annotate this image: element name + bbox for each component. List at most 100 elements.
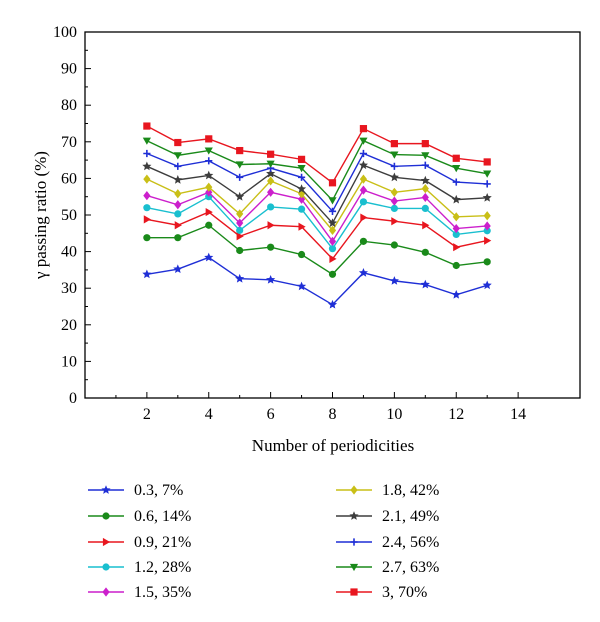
data-point bbox=[451, 194, 461, 204]
data-point bbox=[142, 137, 151, 145]
series-3 bbox=[143, 207, 492, 264]
legend-label: 1.2, 28% bbox=[134, 559, 191, 576]
data-point bbox=[421, 192, 429, 203]
series-1 bbox=[142, 252, 492, 309]
data-point bbox=[328, 207, 337, 215]
data-point bbox=[174, 138, 182, 147]
legend-item: 1.8, 42% bbox=[336, 482, 439, 499]
x-axis: 2 4 6 8 10 12 14 bbox=[115, 392, 526, 423]
data-point bbox=[297, 165, 306, 173]
data-point bbox=[390, 204, 398, 213]
y-tick-label: 80 bbox=[61, 97, 77, 114]
data-point bbox=[483, 180, 491, 188]
y-tick-label: 10 bbox=[61, 353, 77, 370]
series-line bbox=[146, 139, 488, 202]
data-point bbox=[267, 176, 275, 186]
x-tick-label: 10 bbox=[386, 406, 402, 423]
data-point bbox=[359, 198, 368, 206]
data-point bbox=[453, 243, 461, 252]
data-point bbox=[236, 218, 244, 228]
series-line bbox=[146, 152, 488, 213]
data-point bbox=[328, 245, 337, 253]
y-tick-label: 0 bbox=[69, 390, 77, 407]
data-point bbox=[143, 191, 151, 201]
data-point bbox=[452, 165, 461, 173]
legend: 0.3, 7% 0.6, 14% 0.9, 21% 1.2, 28% 1.5, 35% 1… bbox=[88, 482, 439, 601]
data-point bbox=[390, 187, 398, 197]
data-point bbox=[143, 204, 151, 212]
data-point bbox=[328, 179, 337, 187]
y-axis-title: γ passing ratio (%) bbox=[31, 151, 50, 280]
data-point bbox=[421, 204, 429, 213]
legend-item: 0.3, 7% bbox=[88, 482, 183, 499]
data-point bbox=[266, 168, 276, 178]
data-point bbox=[173, 264, 183, 274]
legend-label: 1.5, 35% bbox=[134, 584, 191, 601]
data-point bbox=[236, 246, 244, 255]
data-point bbox=[329, 254, 337, 264]
data-point bbox=[420, 175, 430, 185]
data-point bbox=[328, 236, 337, 246]
series-10 bbox=[143, 122, 491, 187]
data-point bbox=[350, 485, 358, 495]
data-point bbox=[452, 178, 460, 186]
legend-label: 3, 70% bbox=[382, 584, 427, 601]
data-point bbox=[421, 152, 430, 160]
data-point bbox=[236, 173, 244, 181]
data-point bbox=[267, 221, 275, 230]
series-line bbox=[146, 224, 488, 276]
data-point bbox=[142, 269, 152, 279]
y-tick-label: 40 bbox=[61, 244, 77, 261]
data-point bbox=[205, 182, 213, 192]
data-point bbox=[421, 140, 429, 148]
data-point bbox=[174, 221, 182, 230]
legend-item: 2.1, 49% bbox=[336, 508, 439, 525]
x-tick-label: 2 bbox=[143, 406, 151, 423]
data-point bbox=[421, 184, 429, 194]
data-point bbox=[390, 241, 398, 249]
y-tick-label: 70 bbox=[61, 134, 77, 151]
data-point bbox=[143, 122, 151, 130]
data-point bbox=[358, 268, 368, 277]
data-point bbox=[204, 170, 214, 180]
data-point bbox=[205, 135, 213, 143]
data-point bbox=[235, 191, 245, 201]
data-point bbox=[451, 289, 461, 299]
data-point bbox=[484, 236, 492, 245]
data-point bbox=[205, 207, 213, 217]
data-point bbox=[173, 152, 182, 160]
data-point bbox=[174, 162, 182, 170]
data-point bbox=[359, 149, 368, 158]
legend-label: 0.9, 21% bbox=[134, 534, 191, 551]
data-point bbox=[389, 172, 399, 182]
series-2 bbox=[143, 221, 491, 278]
legend-item: 2.7, 63% bbox=[336, 559, 439, 576]
plot-area bbox=[84, 31, 581, 399]
x-tick-label: 4 bbox=[205, 406, 213, 423]
data-point bbox=[297, 173, 306, 181]
data-point bbox=[267, 203, 275, 211]
series-line bbox=[146, 256, 488, 306]
legend-label: 2.4, 56% bbox=[382, 534, 439, 551]
data-point bbox=[235, 161, 244, 169]
legend-item: 3, 70% bbox=[336, 584, 427, 601]
x-tick-label: 8 bbox=[329, 406, 337, 423]
data-point bbox=[482, 193, 492, 202]
data-point bbox=[483, 158, 491, 166]
data-point bbox=[359, 185, 368, 195]
data-point bbox=[360, 213, 368, 222]
data-point bbox=[452, 230, 460, 238]
data-point bbox=[421, 161, 429, 169]
data-point bbox=[205, 221, 213, 229]
data-point bbox=[173, 175, 183, 184]
data-point bbox=[359, 237, 368, 245]
data-point bbox=[267, 150, 275, 158]
data-point bbox=[390, 151, 399, 159]
legend-item: 2.4, 56% bbox=[336, 534, 439, 551]
data-point bbox=[421, 248, 429, 256]
data-point bbox=[143, 149, 151, 158]
data-point bbox=[328, 270, 337, 278]
data-point bbox=[143, 174, 151, 184]
data-point bbox=[328, 225, 337, 235]
